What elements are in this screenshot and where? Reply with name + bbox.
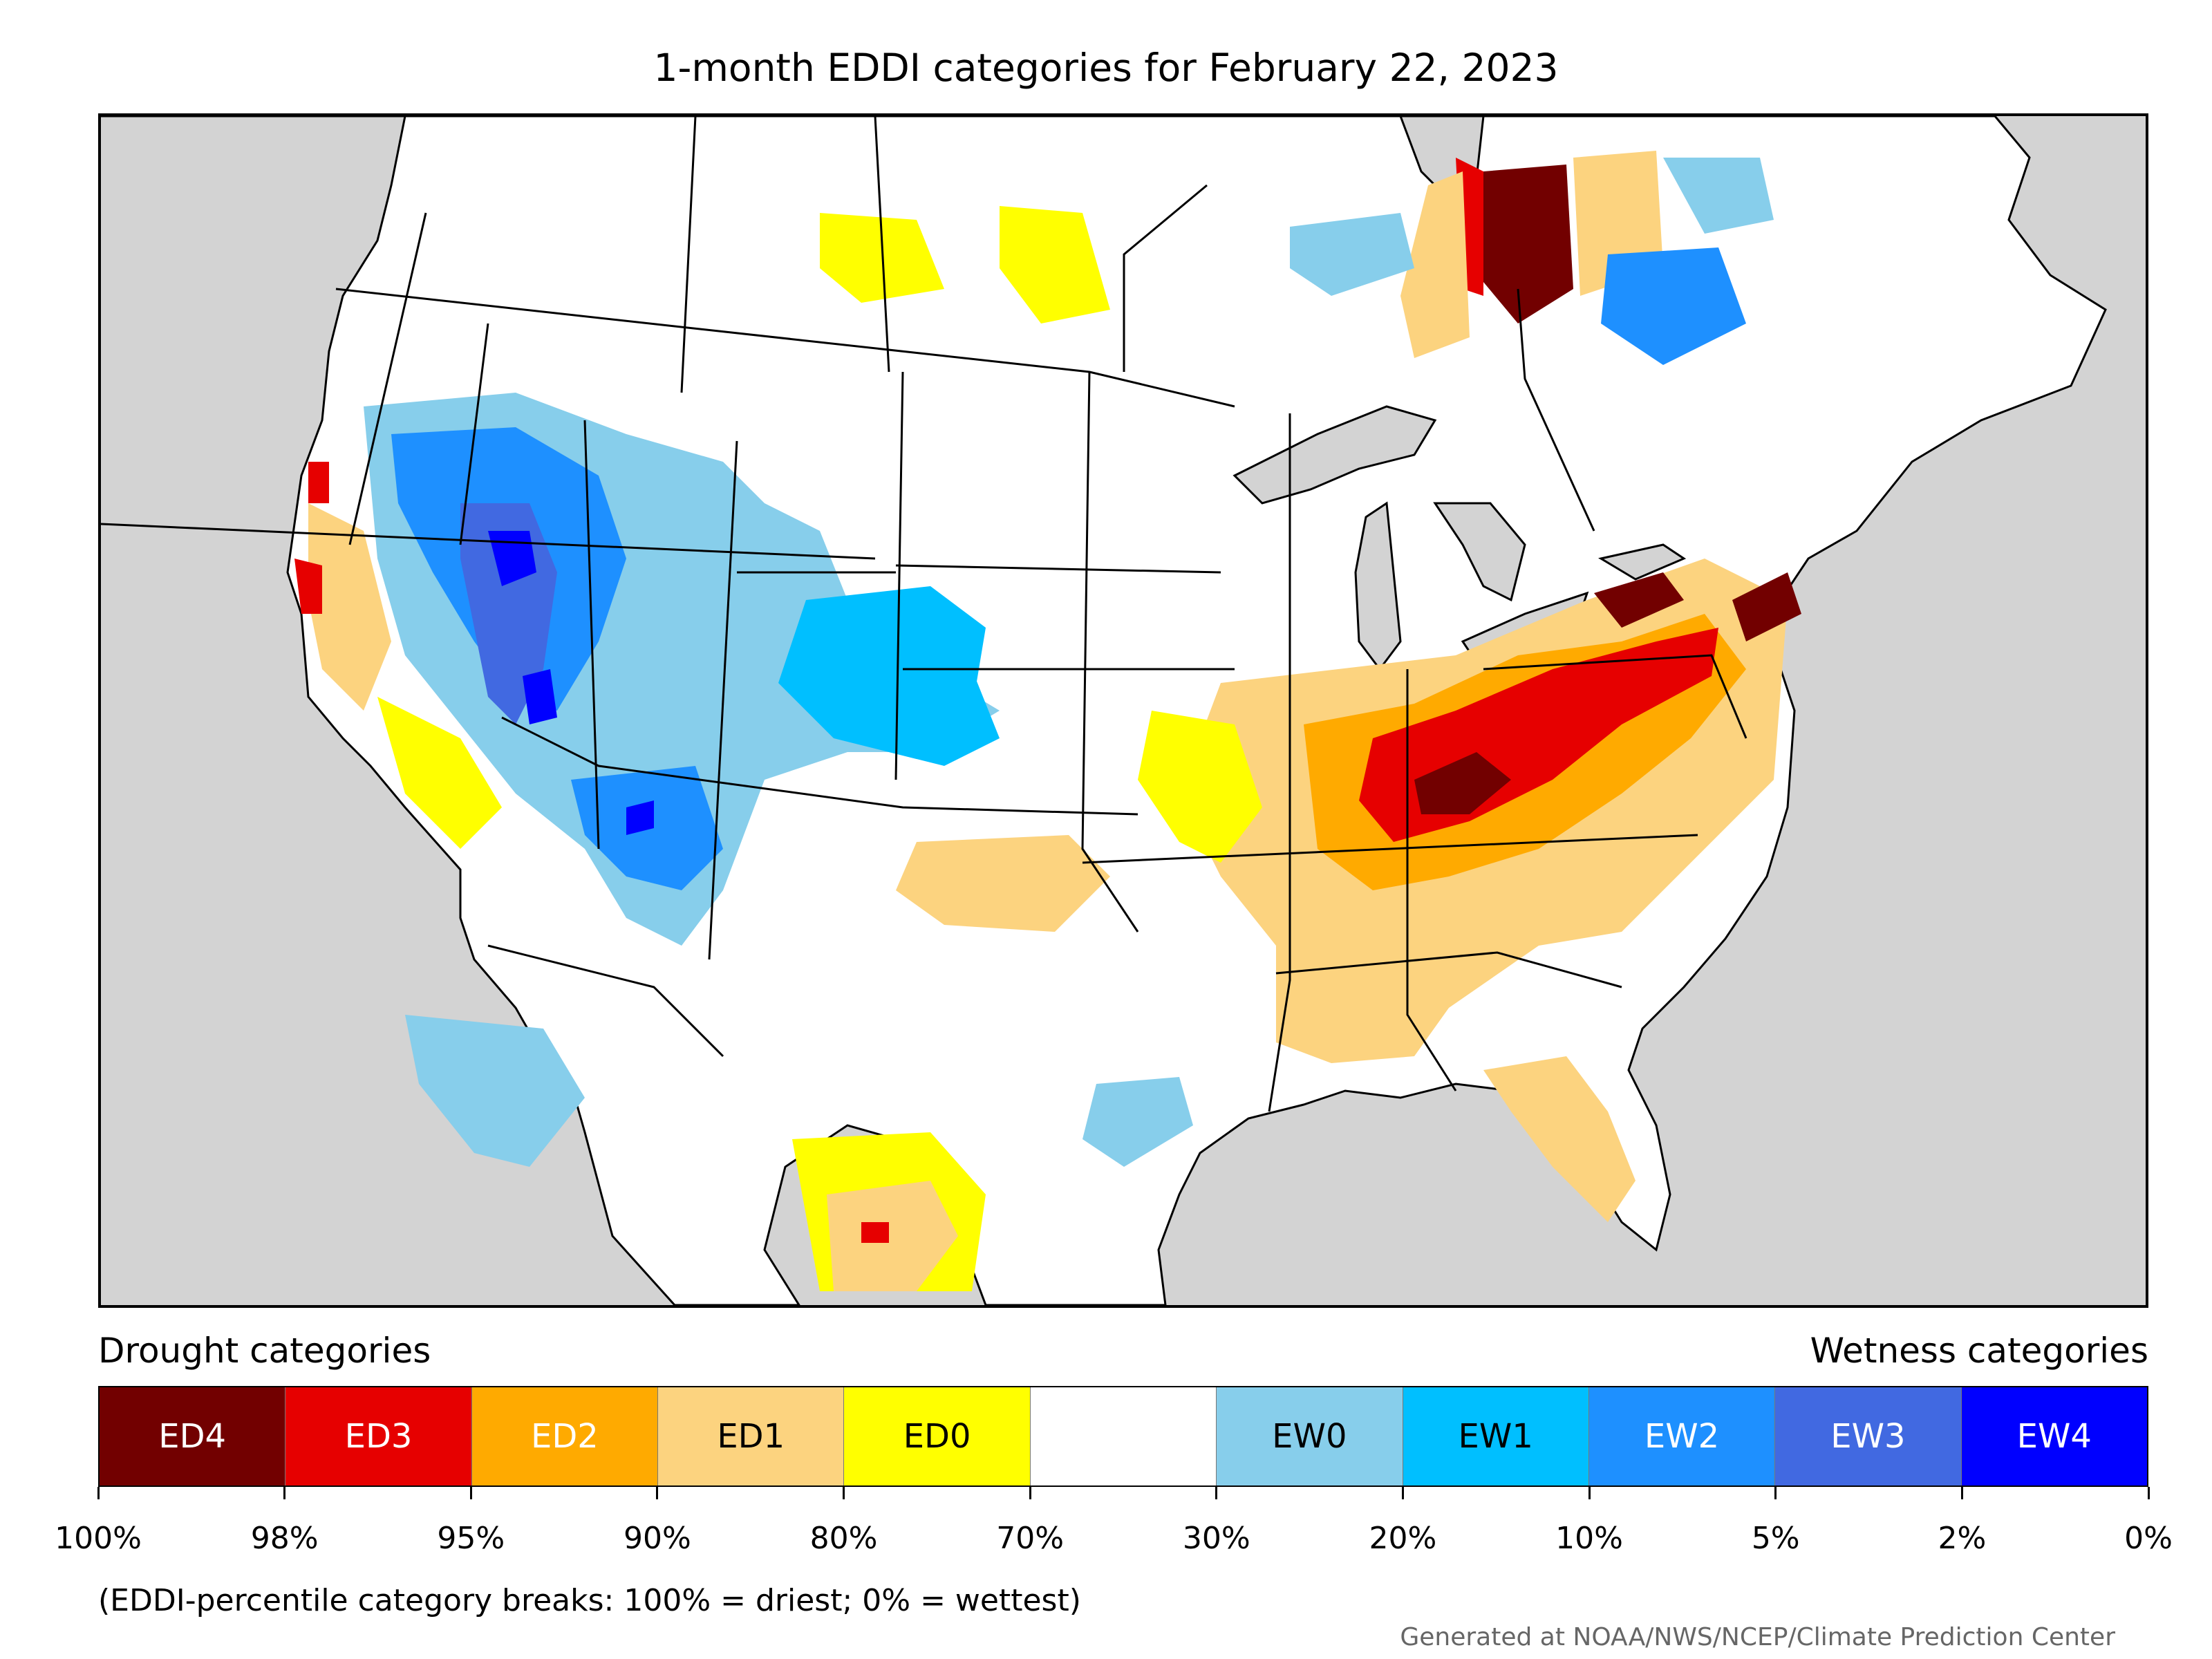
colorbar-cell-ed0: ED0 <box>844 1387 1031 1485</box>
credit-line: Generated at NOAA/NWS/NCEP/Climate Predi… <box>1400 1623 2115 1651</box>
colorbar-tick <box>656 1487 659 1499</box>
wetness-categories-heading: Wetness categories <box>1810 1331 2148 1371</box>
lake-huron <box>1433 502 1526 602</box>
colorbar-cell-ew3: EW3 <box>1775 1387 1962 1485</box>
colorbar-tick <box>2147 1487 2150 1499</box>
colorbar-tick <box>1960 1487 1963 1499</box>
political-borders <box>101 116 1747 1112</box>
colorbar-tick <box>97 1487 100 1499</box>
colorbar-cell-normal <box>1030 1387 1217 1485</box>
colorbar-tick <box>843 1487 845 1499</box>
colorbar-cell-ew2: EW2 <box>1588 1387 1776 1485</box>
category-colorbar: ED4 ED3 ED2 ED1 ED0 EW0 EW1 EW2 EW3 EW4 <box>98 1386 2148 1487</box>
colorbar-tick-label: 20% <box>1369 1521 1437 1556</box>
colorbar-tick-label: 5% <box>1751 1521 1800 1556</box>
colorbar-cell-ew0: EW0 <box>1217 1387 1403 1485</box>
colorbar-tick <box>1029 1487 1031 1499</box>
drought-areas <box>294 151 1801 1291</box>
lake-ontario <box>1598 543 1687 581</box>
colorbar-tick-label: 90% <box>624 1521 691 1556</box>
colorbar-tick-label: 98% <box>250 1521 319 1556</box>
colorbar-tick-label: 2% <box>1938 1521 1987 1556</box>
lake-michigan <box>1354 501 1402 671</box>
colorbar-tick-label: 0% <box>2124 1521 2173 1556</box>
colorbar-tick-label: 80% <box>809 1521 878 1556</box>
colorbar-tick <box>1401 1487 1404 1499</box>
colorbar-tick-label: 30% <box>1182 1521 1250 1556</box>
colorbar-cell-ed4: ED4 <box>100 1387 286 1485</box>
colorbar-cell-ew4: EW4 <box>1961 1387 2147 1485</box>
eddi-map <box>98 113 2148 1308</box>
lake-superior <box>1232 405 1437 505</box>
wetness-areas <box>364 158 1774 1167</box>
colorbar-tick-label: 10% <box>1555 1521 1623 1556</box>
colorbar-tick-label: 100% <box>55 1521 142 1556</box>
colorbar-cell-ed3: ED3 <box>285 1387 472 1485</box>
colorbar-tick <box>1215 1487 1218 1499</box>
colorbar-tick <box>283 1487 286 1499</box>
colorbar-tick-label: 70% <box>996 1521 1065 1556</box>
colorbar-tick <box>1774 1487 1777 1499</box>
colorbar-tick <box>469 1487 472 1499</box>
drought-categories-heading: Drought categories <box>98 1331 431 1371</box>
colorbar-cell-ew1: EW1 <box>1403 1387 1589 1485</box>
colorbar-cell-ed2: ED2 <box>471 1387 659 1485</box>
colorbar-cell-ed1: ED1 <box>658 1387 845 1485</box>
map-title: 1-month EDDI categories for February 22,… <box>653 46 1559 90</box>
colorbar-tick-label: 95% <box>437 1521 505 1556</box>
percentile-note: (EDDI-percentile category breaks: 100% =… <box>98 1583 1081 1618</box>
colorbar-tick <box>1588 1487 1591 1499</box>
